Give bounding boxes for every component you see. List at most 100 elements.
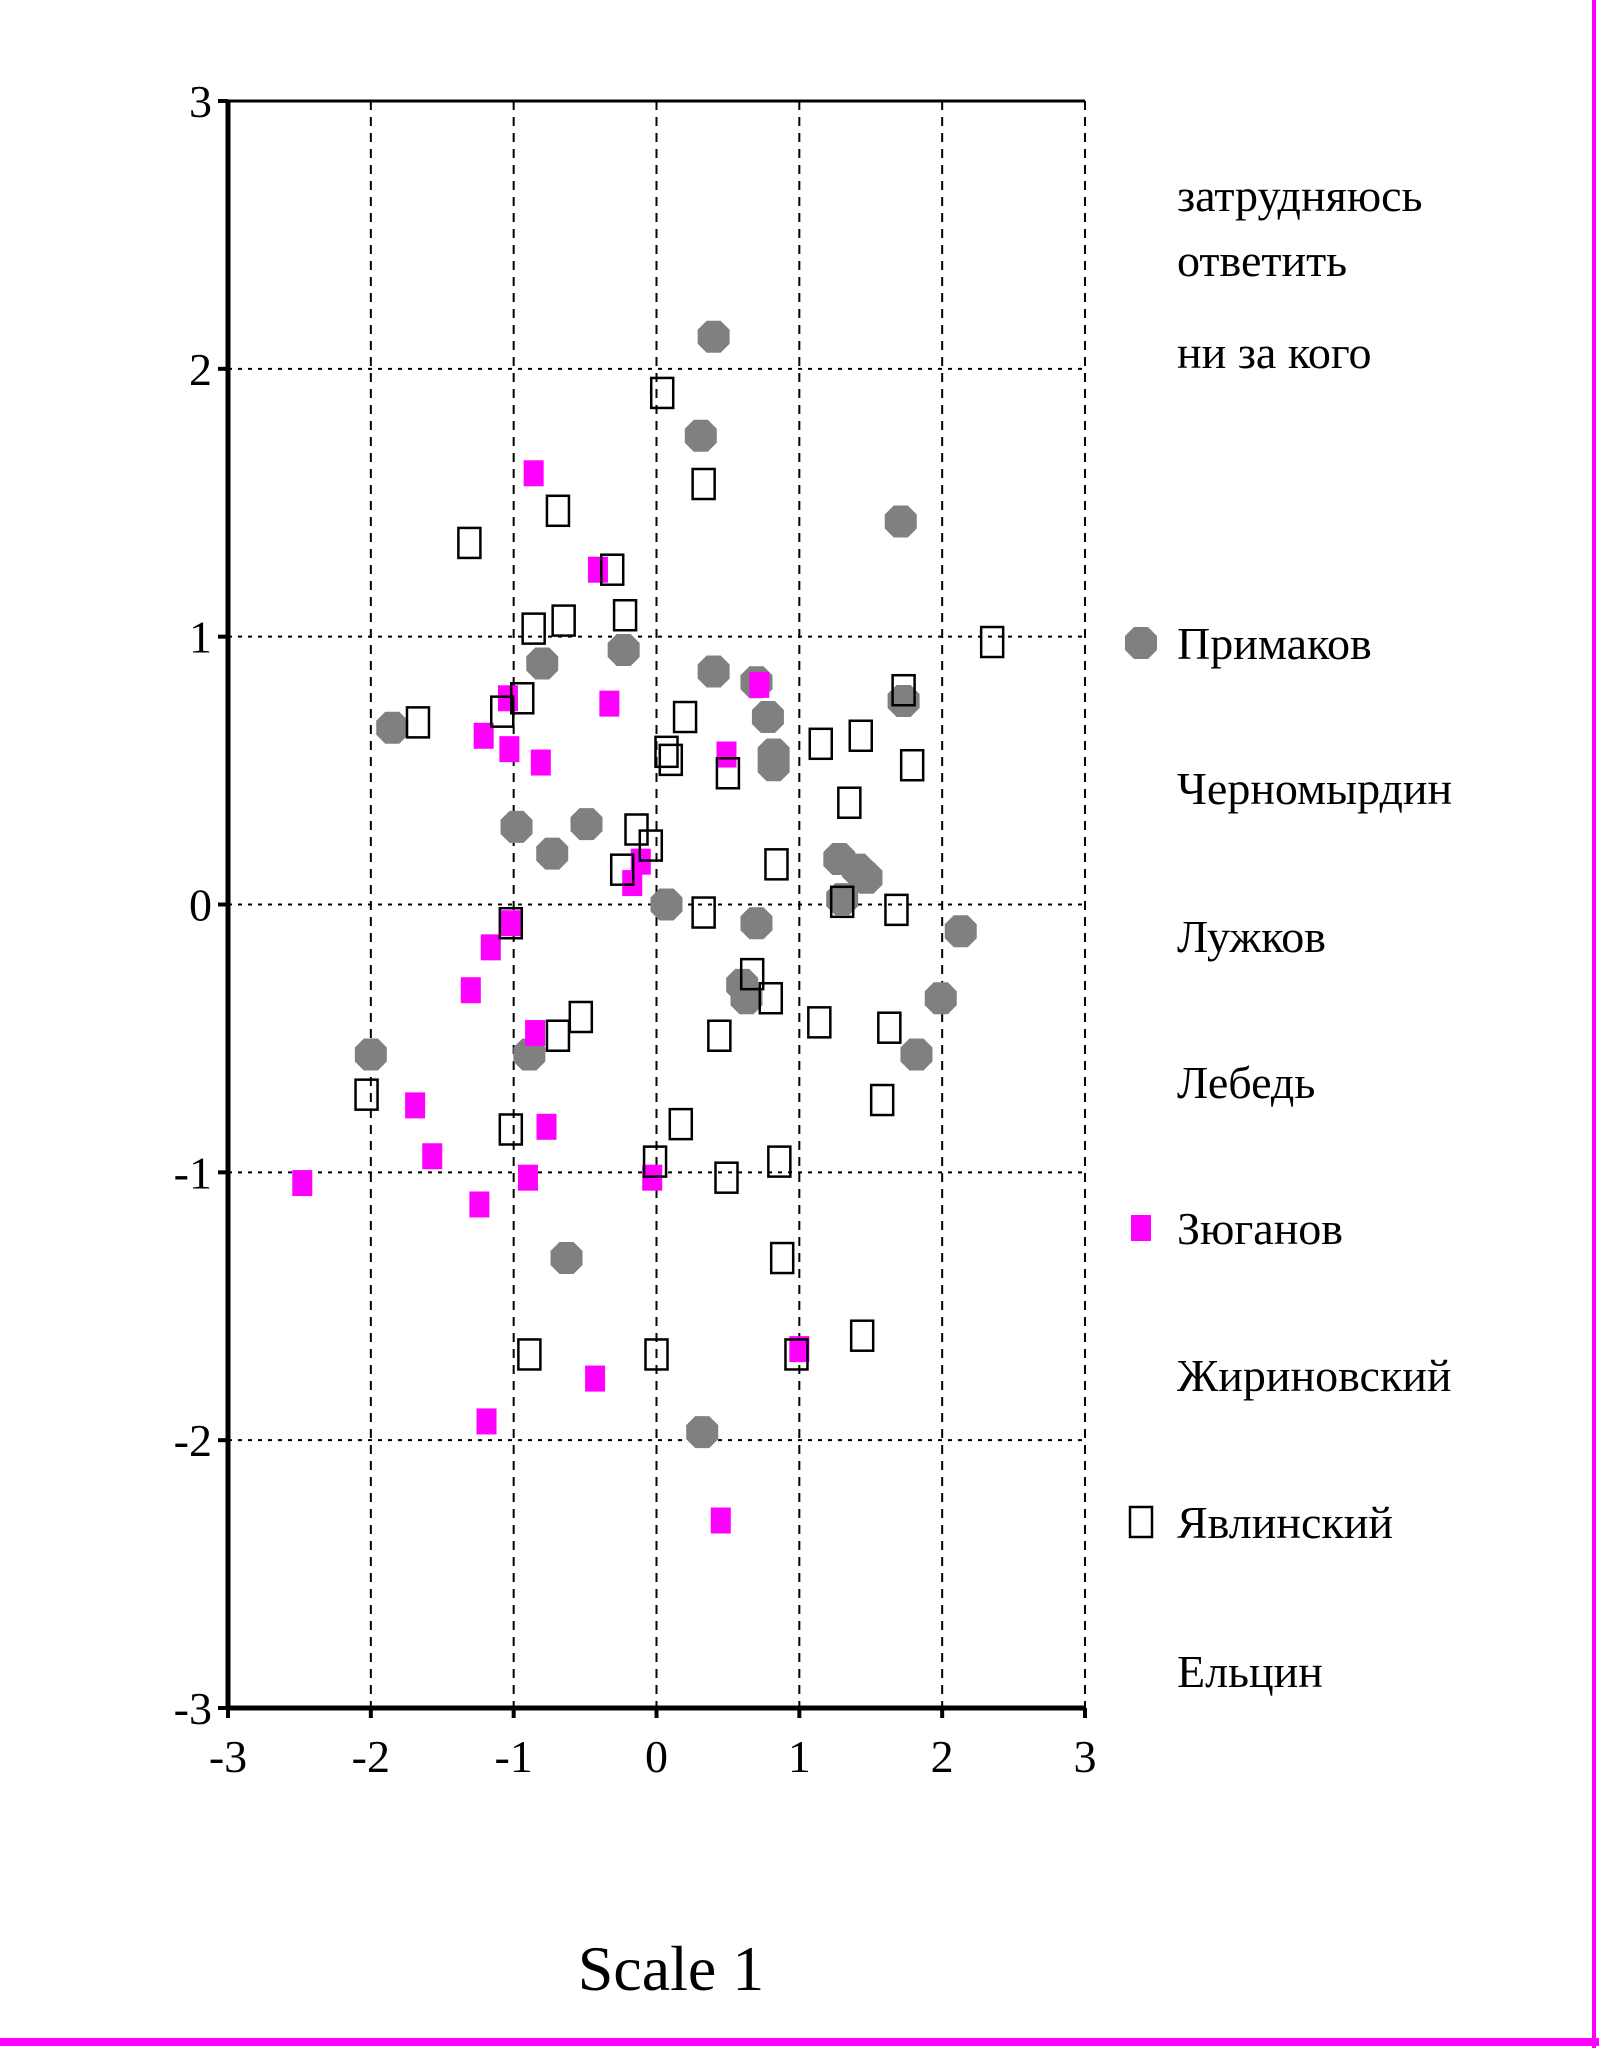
data-point — [405, 1092, 426, 1119]
legend-item: Лужков — [1177, 911, 1326, 962]
data-point — [668, 1107, 694, 1141]
y-tick-label: -1 — [174, 1147, 212, 1198]
data-point — [480, 934, 501, 961]
legend-item: Примаков — [1125, 618, 1372, 669]
legend-item: Черномырдин — [1177, 763, 1452, 814]
legend-label: Жириновский — [1177, 1350, 1452, 1401]
data-point — [850, 861, 883, 894]
legend-label: Лебедь — [1177, 1057, 1315, 1108]
legend-label: Зюганов — [1177, 1203, 1343, 1254]
data-point — [644, 1338, 669, 1371]
data-point — [499, 736, 520, 763]
data-point — [489, 695, 515, 728]
data-point — [500, 910, 521, 937]
data-point — [686, 1416, 719, 1449]
data-point — [924, 982, 957, 1015]
legend-marker — [1131, 1215, 1151, 1241]
data-point — [599, 690, 620, 717]
data-point — [691, 896, 716, 929]
legend-label: ни за кого — [1177, 327, 1372, 378]
data-point — [473, 722, 494, 749]
data-point — [944, 915, 977, 948]
data-point — [789, 1336, 810, 1363]
data-point — [849, 1319, 875, 1352]
data-point — [545, 494, 571, 528]
data-point — [715, 757, 741, 790]
legend-label: Примаков — [1177, 618, 1372, 669]
legend-label: ответить — [1177, 235, 1347, 286]
legend-item: Явлинский — [1128, 1497, 1393, 1548]
data-point — [354, 1038, 387, 1071]
data-point — [807, 1006, 832, 1039]
data-point — [649, 376, 675, 410]
data-point — [405, 706, 431, 739]
data-point — [979, 625, 1005, 659]
data-point — [638, 829, 664, 862]
data-point — [376, 711, 409, 744]
data-point — [513, 1038, 546, 1071]
data-point — [826, 883, 859, 916]
data-point — [587, 556, 608, 583]
data-point — [650, 888, 683, 921]
data-point — [877, 1011, 902, 1044]
page-frame-bottom — [0, 2038, 1599, 2046]
x-tick-label: 0 — [645, 1731, 668, 1782]
data-point — [757, 749, 790, 782]
data-point — [469, 1191, 490, 1218]
data-point — [684, 419, 717, 452]
data-point — [517, 1164, 538, 1191]
data-point — [658, 743, 684, 777]
legend-label: Ельцин — [1177, 1646, 1323, 1697]
data-point — [585, 1365, 606, 1392]
y-tick-label: -2 — [174, 1415, 212, 1466]
data-point — [530, 749, 551, 776]
data-point — [497, 685, 518, 712]
x-tick-label: -1 — [495, 1731, 533, 1782]
legend-marker — [1125, 627, 1157, 659]
legend-item: ни за кого — [1177, 327, 1372, 378]
data-point — [525, 1020, 546, 1047]
y-tick-label: 1 — [189, 612, 212, 663]
data-point — [526, 647, 559, 680]
data-point — [691, 467, 716, 501]
data-point — [607, 634, 640, 667]
data-point — [714, 1161, 739, 1194]
data-point — [509, 682, 535, 715]
data-point — [884, 505, 917, 538]
data-point — [900, 1038, 933, 1071]
data-point — [808, 727, 834, 761]
legend-label: Черномырдин — [1177, 763, 1452, 814]
data-point — [642, 1145, 668, 1178]
data-point — [899, 748, 925, 782]
data-point — [710, 1507, 731, 1534]
data-point — [292, 1170, 313, 1197]
data-point — [422, 1143, 443, 1170]
data-point — [536, 1113, 557, 1140]
legend-marker — [1128, 1505, 1154, 1539]
legend: затрудняюсь ответить ни за кого Примаков Чер… — [1125, 170, 1452, 1697]
data-point — [476, 1408, 497, 1435]
x-tick-label: -2 — [352, 1731, 390, 1782]
data-point — [612, 598, 638, 632]
y-tick-label: 2 — [189, 344, 212, 395]
data-point — [498, 1113, 524, 1146]
legend-item: затрудняюсь — [1177, 170, 1423, 221]
data-point — [551, 604, 576, 637]
data-point — [354, 1078, 379, 1111]
legend-item: Ельцин — [1177, 1646, 1323, 1697]
legend-label: Лужков — [1177, 911, 1326, 962]
data-point — [869, 1083, 895, 1117]
data-point — [523, 460, 544, 487]
data-point — [829, 885, 855, 919]
x-axis-label: Scale 1 — [578, 1933, 765, 2004]
legend-item: ответить — [1177, 235, 1347, 286]
data-point — [550, 1242, 583, 1275]
legend-label: затрудняюсь — [1177, 170, 1423, 221]
data-point — [599, 553, 625, 586]
y-tick-label: 0 — [189, 880, 212, 931]
axes — [218, 99, 1087, 1718]
data-point — [697, 320, 730, 353]
tick-labels: -3 -2 -1 0 1 2 3 3 2 1 0 -1 -2 -3 — [174, 76, 1097, 1782]
data-point — [716, 741, 737, 768]
